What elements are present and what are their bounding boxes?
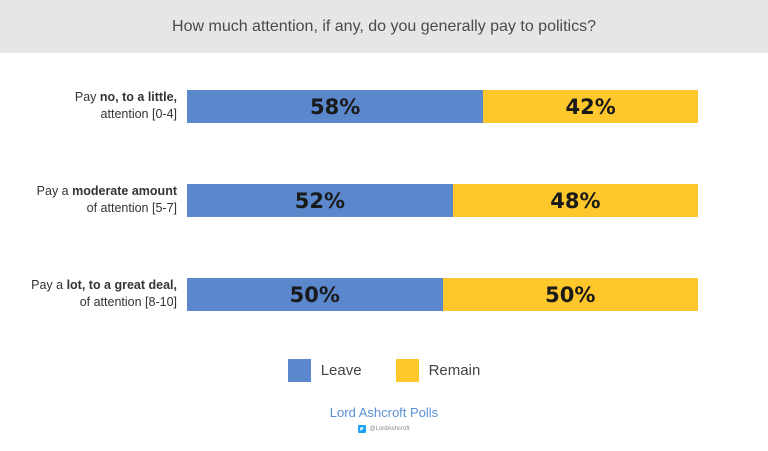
data-label: 50% (290, 283, 340, 307)
category-label-emphasis: no, to a little, (100, 90, 177, 104)
category-label-line1: Pay a moderate amount (0, 183, 177, 200)
bar-segment-leave: 58% (187, 90, 483, 123)
chart-title: How much attention, if any, do you gener… (172, 18, 596, 36)
data-label: 48% (550, 189, 600, 213)
social-handle: @LordAshcroft (369, 426, 409, 432)
stacked-bar: 52% 48% (187, 184, 698, 217)
data-label: 50% (545, 283, 595, 307)
data-label: 52% (295, 189, 345, 213)
legend-item-leave: Leave (288, 359, 362, 382)
twitter-icon (358, 425, 366, 433)
legend: Leave Remain (0, 359, 768, 382)
stacked-bar: 50% 50% (187, 278, 698, 311)
stacked-bar: 58% 42% (187, 90, 698, 123)
bar-segment-remain: 50% (443, 278, 699, 311)
legend-label-leave: Leave (321, 362, 362, 379)
category-label-text: Pay (75, 90, 100, 104)
category-label: Pay a lot, to a great deal, of attention … (0, 277, 177, 311)
data-label: 58% (310, 95, 360, 119)
legend-label-remain: Remain (429, 362, 481, 379)
bar-segment-leave: 50% (187, 278, 443, 311)
category-label-text: Pay a (37, 184, 72, 198)
legend-swatch-remain (396, 359, 419, 382)
category-label-emphasis: lot, to a great deal, (67, 278, 177, 292)
category-label-emphasis: moderate amount (72, 184, 177, 198)
bar-segment-leave: 52% (187, 184, 453, 217)
data-label: 42% (566, 95, 616, 119)
category-label-line2: attention [0-4] (0, 106, 177, 123)
social-handle-row: @LordAshcroft (0, 425, 768, 433)
brand-name: Lord Ashcroft Polls (0, 405, 768, 420)
legend-item-remain: Remain (396, 359, 481, 382)
chart-title-bar: How much attention, if any, do you gener… (0, 0, 768, 53)
category-label-line2: of attention [5-7] (0, 200, 177, 217)
category-label-line1: Pay a lot, to a great deal, (0, 277, 177, 294)
category-label: Pay no, to a little, attention [0-4] (0, 89, 177, 123)
category-label-line2: of attention [8-10] (0, 294, 177, 311)
category-label: Pay a moderate amount of attention [5-7] (0, 183, 177, 217)
category-label-line1: Pay no, to a little, (0, 89, 177, 106)
bar-segment-remain: 42% (483, 90, 698, 123)
legend-swatch-leave (288, 359, 311, 382)
category-label-text: Pay a (31, 278, 66, 292)
bar-segment-remain: 48% (453, 184, 698, 217)
